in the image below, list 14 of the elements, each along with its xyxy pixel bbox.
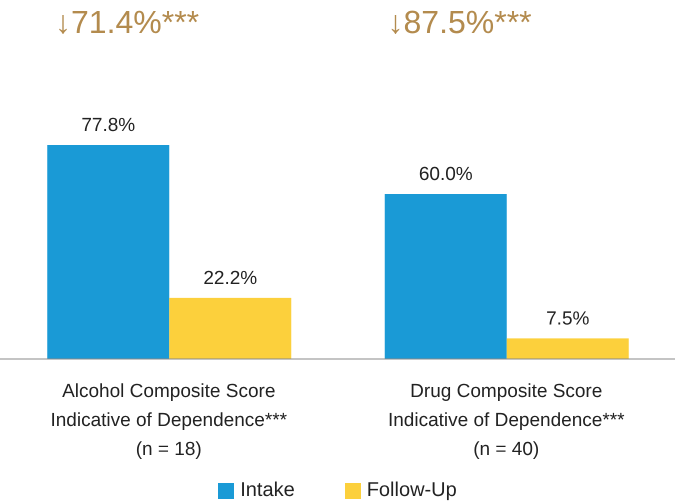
x-tick-label: Drug Composite Score Indicative of Dependence*** (n = 40) <box>388 381 626 460</box>
data-label: 22.2% <box>203 268 258 289</box>
bar <box>47 145 170 359</box>
data-label: 7.5% <box>546 308 590 330</box>
legend-label: Intake <box>240 479 295 502</box>
text: ↓87.5%*** <box>388 4 532 41</box>
x-tick-label: Alcohol Composite Score Indicative of Dependence*** (n = 18) <box>50 381 288 460</box>
bar <box>169 298 292 359</box>
data-label: 77.8% <box>81 115 136 136</box>
legend-label: Follow-Up <box>366 479 457 502</box>
bar <box>506 338 629 359</box>
data-label: 60.0% <box>418 164 473 185</box>
text: ↓71.4%*** <box>55 4 200 41</box>
bar <box>384 194 507 359</box>
